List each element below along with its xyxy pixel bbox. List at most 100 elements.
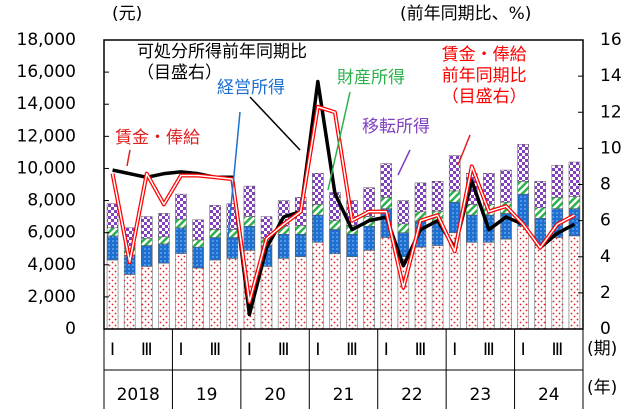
y-tick-label: 10,000 (17, 158, 76, 178)
bar-segment (192, 267, 204, 330)
year-label: 22 (401, 385, 423, 405)
bar-segment (329, 220, 341, 230)
bar-segment (431, 181, 444, 212)
y-tick-label: 14,000 (17, 94, 76, 114)
bar-segment (158, 243, 170, 264)
y2-tick-label: 12 (600, 102, 622, 122)
y-tick-label: 2,000 (27, 287, 76, 307)
bar-segment (141, 238, 153, 246)
bar-segment (551, 197, 564, 209)
bar-segment (192, 246, 204, 269)
unit-right: (前年同期比、%) (400, 4, 532, 24)
y2-tick-label: 4 (600, 247, 611, 267)
x-tick-label: Ⅲ (209, 340, 221, 360)
arrow (397, 149, 411, 176)
bar-segment (466, 204, 478, 216)
year-label: 21 (333, 385, 355, 405)
x-tick-label: Ⅲ (551, 340, 563, 360)
y2-tick-label: 16 (600, 30, 622, 50)
bar-segment (123, 274, 136, 330)
bar-segment (175, 253, 187, 330)
bar-segment (106, 203, 119, 229)
arrow (126, 149, 131, 167)
year-label: 2018 (117, 385, 160, 405)
bar-segment (568, 161, 581, 197)
arrow (227, 111, 241, 239)
bar-segment (175, 193, 187, 220)
y2-tick-label: 2 (600, 283, 611, 303)
bar-segment (192, 239, 204, 248)
y2-tick-label: 10 (600, 138, 622, 158)
x-tick-label: Ⅰ (452, 340, 457, 360)
year-label: 23 (470, 385, 492, 405)
bar-segment (380, 197, 393, 209)
bar-segment (414, 182, 427, 213)
bar-segment (363, 187, 375, 217)
year-unit: (年) (587, 378, 618, 398)
bar-segment (466, 242, 478, 330)
bar-segment (158, 236, 170, 245)
bar-segment (551, 237, 564, 330)
x-tick-label: Ⅲ (415, 340, 427, 360)
bar-segment (448, 190, 461, 203)
bar-segment (106, 259, 119, 330)
series-label: 移転所得 (362, 117, 430, 137)
bar-segment (312, 204, 324, 216)
series-label: 賃金・俸給 (115, 128, 200, 148)
x-tick-label: Ⅰ (110, 340, 115, 360)
x-tick-label: Ⅲ (278, 340, 290, 360)
bar-segment (294, 225, 307, 235)
y-tick-label: 16,000 (17, 62, 76, 82)
bar-segment (106, 227, 119, 237)
y-tick-label: 6,000 (27, 223, 76, 243)
bar-segment (568, 208, 581, 237)
bar-segment (243, 185, 256, 217)
bar-segment (158, 213, 170, 237)
year-label: 20 (264, 385, 286, 405)
bar-segment (363, 225, 375, 251)
bar-segment (106, 235, 119, 261)
arrows (126, 91, 471, 239)
bar-segment (294, 256, 307, 330)
bar-segment (243, 216, 256, 227)
bar-segment (260, 266, 273, 330)
bar-segment (209, 259, 221, 330)
bar-segment (192, 219, 204, 241)
bar-segment (277, 234, 290, 259)
series-label: 財産所得 (337, 68, 405, 88)
bar-segment (551, 164, 564, 198)
line (112, 79, 576, 317)
bar-segment (141, 266, 153, 330)
x-tick-label: Ⅰ (315, 340, 320, 360)
y-tick-label: 12,000 (17, 126, 76, 146)
year-label: 19 (196, 385, 218, 405)
bar-segment (346, 256, 358, 330)
bar-segment (141, 216, 153, 239)
bar-segment (312, 242, 324, 330)
y2-tick-label: 0 (600, 319, 611, 339)
bar-segment (312, 173, 324, 205)
bar-segment (568, 235, 581, 330)
bar-segment (209, 229, 221, 238)
bar-segment (534, 181, 546, 209)
bar-segment (209, 205, 221, 230)
x-tick-label: Ⅰ (247, 340, 252, 360)
bar-segment (534, 245, 546, 330)
bar-segment (209, 237, 221, 261)
x-tick-label: Ⅰ (384, 340, 389, 360)
x-tick-label: Ⅰ (178, 340, 183, 360)
line-inner (111, 106, 575, 303)
bar-segment (466, 214, 478, 243)
bar-segment (243, 225, 256, 251)
x-tick-label: Ⅲ (141, 340, 153, 360)
arrow (327, 91, 351, 191)
line-label: 賃金・俸給前年同期比（目盛右） (441, 45, 527, 107)
bar-segment (483, 173, 495, 205)
y2-tick-label: 6 (600, 211, 611, 231)
bar-segment (380, 237, 393, 330)
bar-segment (329, 229, 341, 254)
arrow (457, 134, 471, 166)
bar-segment (380, 163, 393, 198)
